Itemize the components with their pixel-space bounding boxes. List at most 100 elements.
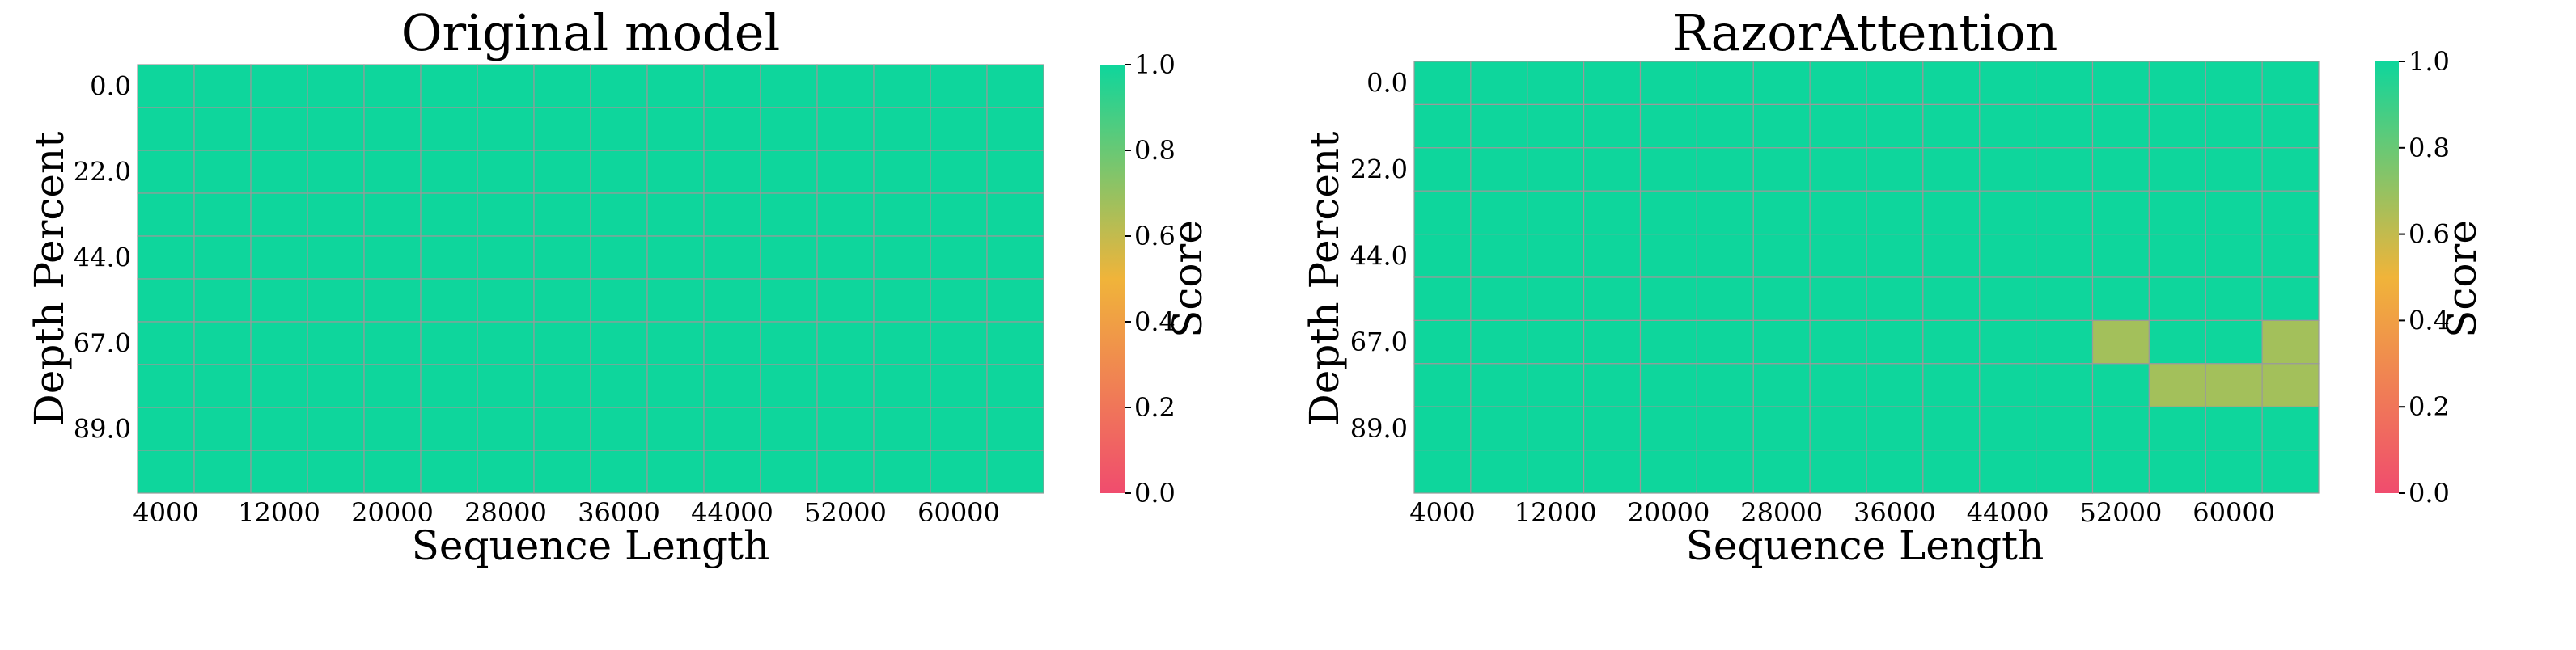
heatmap-cell	[1583, 103, 1642, 149]
heatmap-cell	[363, 64, 422, 108]
heatmap-cell	[2205, 319, 2263, 365]
heatmap-cell	[1922, 449, 1981, 494]
heatmap-cell	[590, 150, 648, 194]
heatmap-cell	[420, 450, 478, 494]
y-axis-label: Depth Percent	[1301, 132, 1348, 427]
heatmap-cell	[930, 192, 988, 237]
heatmap-cell	[420, 278, 478, 323]
heatmap-cell	[250, 450, 308, 494]
heatmap-cell	[646, 278, 705, 323]
heatmap-cell	[2091, 190, 2150, 235]
heatmap-cell	[250, 107, 308, 151]
heatmap-cell	[1639, 190, 1697, 235]
heatmap-cell	[193, 235, 252, 280]
heatmap-cell	[137, 192, 195, 237]
heatmap-cell	[363, 364, 422, 408]
heatmap-cell	[1809, 147, 1867, 192]
heatmap-cell	[1527, 363, 1585, 407]
heatmap-cell	[2261, 190, 2320, 235]
heatmap-cell	[930, 64, 988, 108]
heatmap-cell	[590, 364, 648, 408]
heatmap-cell	[533, 407, 591, 451]
heatmap-cell	[1583, 190, 1642, 235]
heatmap-cell	[1752, 190, 1811, 235]
colorbar-tick-labels: 0.0 0.2 0.4 0.6 0.8 1.0	[2399, 46, 2450, 509]
heatmap-cell	[873, 150, 931, 194]
heatmap-cell	[873, 107, 931, 151]
heatmap-cell	[986, 107, 1044, 151]
heatmap-cell	[1866, 319, 1924, 365]
heatmap-cell	[873, 192, 931, 237]
heatmap-cell	[1413, 147, 1472, 192]
heatmap-cell	[193, 192, 252, 237]
heatmap-cell	[760, 235, 818, 280]
heatmap-cell	[2205, 61, 2263, 106]
heatmap-cell	[1809, 319, 1867, 365]
heatmap-cell	[1696, 234, 1754, 278]
x-tick-label: 12000	[1515, 497, 1597, 528]
heatmap-cell	[1527, 276, 1585, 322]
heatmap-cell	[1639, 103, 1697, 149]
heatmap-cell	[137, 407, 195, 451]
heatmap-cell	[1809, 190, 1867, 235]
heatmap-cell	[533, 150, 591, 194]
colorbar-tick-label: 0.6	[2409, 219, 2450, 250]
heatmap-cell	[760, 192, 818, 237]
heatmap-cell	[646, 235, 705, 280]
heatmap-cell	[1583, 276, 1642, 322]
heatmap-cell	[307, 235, 365, 280]
heatmap-cell	[930, 235, 988, 280]
heatmap-cell	[1696, 103, 1754, 149]
heatmap-cell	[986, 321, 1044, 365]
heatmap-cell	[1979, 406, 2037, 451]
heatmap-cell	[590, 107, 648, 151]
heatmap-cell	[1527, 147, 1585, 192]
colorbar-tick-label: 0.0	[1134, 478, 1176, 509]
heatmap-cell	[250, 150, 308, 194]
heatmap-cell	[250, 321, 308, 365]
heatmap-cell	[2261, 61, 2320, 106]
heatmap-cell	[250, 278, 308, 323]
heatmap-cell	[137, 278, 195, 323]
heatmap-cell	[250, 407, 308, 451]
colorbar-tick-label: 0.4	[1134, 306, 1176, 337]
heatmap-cell	[703, 407, 761, 451]
heatmap-cell	[2148, 103, 2206, 149]
heatmap-cell	[2091, 234, 2150, 278]
heatmap-cell	[1527, 319, 1585, 365]
heatmap-cell	[2261, 103, 2320, 149]
heatmap-cell	[1639, 147, 1697, 192]
colorbar-tick-label: 1.0	[2409, 46, 2450, 77]
heatmap-cell	[193, 450, 252, 494]
heatmap-cell	[420, 192, 478, 237]
heatmap-cell	[1979, 319, 2037, 365]
heatmap-cell	[2261, 363, 2320, 407]
y-tick-label: 44.0	[74, 243, 131, 273]
y-tick-label: 22.0	[74, 157, 131, 188]
heatmap-cell	[2205, 406, 2263, 451]
heatmap-panel-razorattention: RazorAttention 4000 12000 20000 28000 36000 4…	[1301, 3, 2485, 569]
heatmap-cell	[1752, 103, 1811, 149]
heatmap-cell	[1413, 319, 1472, 365]
heatmap-cell	[477, 192, 535, 237]
heatmap-cell	[930, 278, 988, 323]
heatmap-cell	[307, 107, 365, 151]
heatmap-cell	[1866, 276, 1924, 322]
heatmap-cell	[703, 235, 761, 280]
heatmap-cell	[816, 64, 875, 108]
heatmap-cell	[1470, 103, 1528, 149]
heatmap-cell	[930, 450, 988, 494]
heatmap-cell	[533, 235, 591, 280]
heatmap-cell	[1696, 406, 1754, 451]
heatmap-cell	[2148, 406, 2206, 451]
x-tick-label: 44000	[691, 497, 773, 528]
heatmap-cell	[1696, 190, 1754, 235]
heatmap-cell	[1696, 449, 1754, 494]
heatmap-cell	[1413, 406, 1472, 451]
heatmap-cell	[137, 235, 195, 280]
heatmap-cell	[250, 192, 308, 237]
heatmap-cell	[703, 321, 761, 365]
heatmap-cell	[1866, 363, 1924, 407]
heatmap-cell	[873, 407, 931, 451]
